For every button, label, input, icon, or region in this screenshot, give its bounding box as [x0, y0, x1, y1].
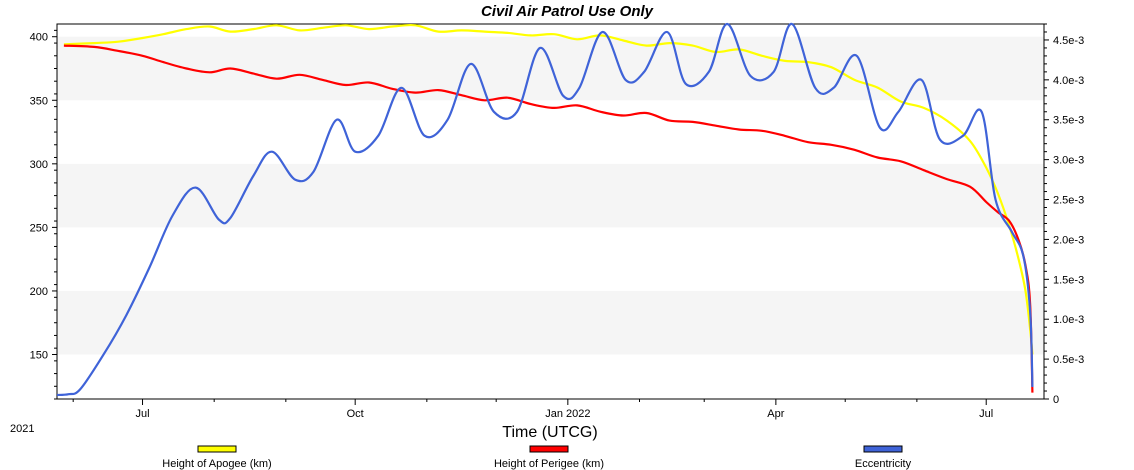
right-tick-label: 4.5e-3 — [1053, 35, 1084, 47]
x-axis: Jul Oct Jan 2022 Apr Jul — [72, 399, 993, 420]
legend-swatch-perigee — [529, 445, 569, 453]
legend-swatch-apogee — [197, 445, 237, 453]
left-tick-label: 350 — [30, 95, 48, 107]
grid-band — [57, 163, 1044, 228]
left-tick-label: 400 — [30, 32, 48, 44]
right-tick-label: 2.0e-3 — [1053, 234, 1084, 246]
series-layer — [56, 22, 1034, 397]
x-axis-title: Time (UTCG) — [502, 424, 597, 441]
right-tick-label: 2.5e-3 — [1053, 195, 1084, 207]
x-tick-label: Jan 2022 — [545, 408, 590, 420]
legend-label-perigee: Height of Perigee (km) — [494, 458, 604, 470]
left-tick-label: 300 — [30, 159, 48, 171]
legend-label-eccentricity: Eccentricity — [855, 458, 912, 470]
eccentricity-line — [56, 22, 1034, 397]
grid-bands — [57, 36, 1044, 355]
grid-band — [57, 290, 1044, 355]
legend-label-apogee: Height of Apogee (km) — [162, 458, 271, 470]
left-tick-label: 200 — [30, 286, 48, 298]
right-tick-label: 4.0e-3 — [1053, 75, 1084, 87]
right-tick-label: 3.5e-3 — [1053, 115, 1084, 127]
right-tick-label: 3.0e-3 — [1053, 155, 1084, 167]
chart-title: Civil Air Patrol Use Only — [481, 3, 654, 20]
right-tick-label: 1.5e-3 — [1053, 274, 1084, 286]
x-tick-label: Jul — [979, 408, 993, 420]
legend: Height of Apogee (km) Height of Perigee … — [162, 445, 912, 470]
x-tick-label: Oct — [347, 408, 364, 420]
left-axis: 150 200 250 300 350 400 — [30, 29, 57, 400]
right-tick-label: 0 — [1053, 394, 1059, 406]
x-tick-label: Apr — [767, 408, 784, 420]
perigee-line — [63, 44, 1034, 393]
right-axis: 0 0.5e-3 1.0e-3 1.5e-3 2.0e-3 2.5e-3 3.0e-3 3.5… — [1044, 23, 1084, 406]
right-tick-label: 0.5e-3 — [1053, 354, 1084, 366]
left-tick-label: 250 — [30, 222, 48, 234]
right-tick-label: 1.0e-3 — [1053, 314, 1084, 326]
x-tick-label: Jul — [135, 408, 149, 420]
year-label: 2021 — [10, 423, 34, 435]
plot-frame — [56, 23, 1045, 400]
left-tick-label: 150 — [30, 350, 48, 362]
legend-swatch-eccentricity — [863, 445, 903, 453]
grid-band — [57, 36, 1044, 101]
